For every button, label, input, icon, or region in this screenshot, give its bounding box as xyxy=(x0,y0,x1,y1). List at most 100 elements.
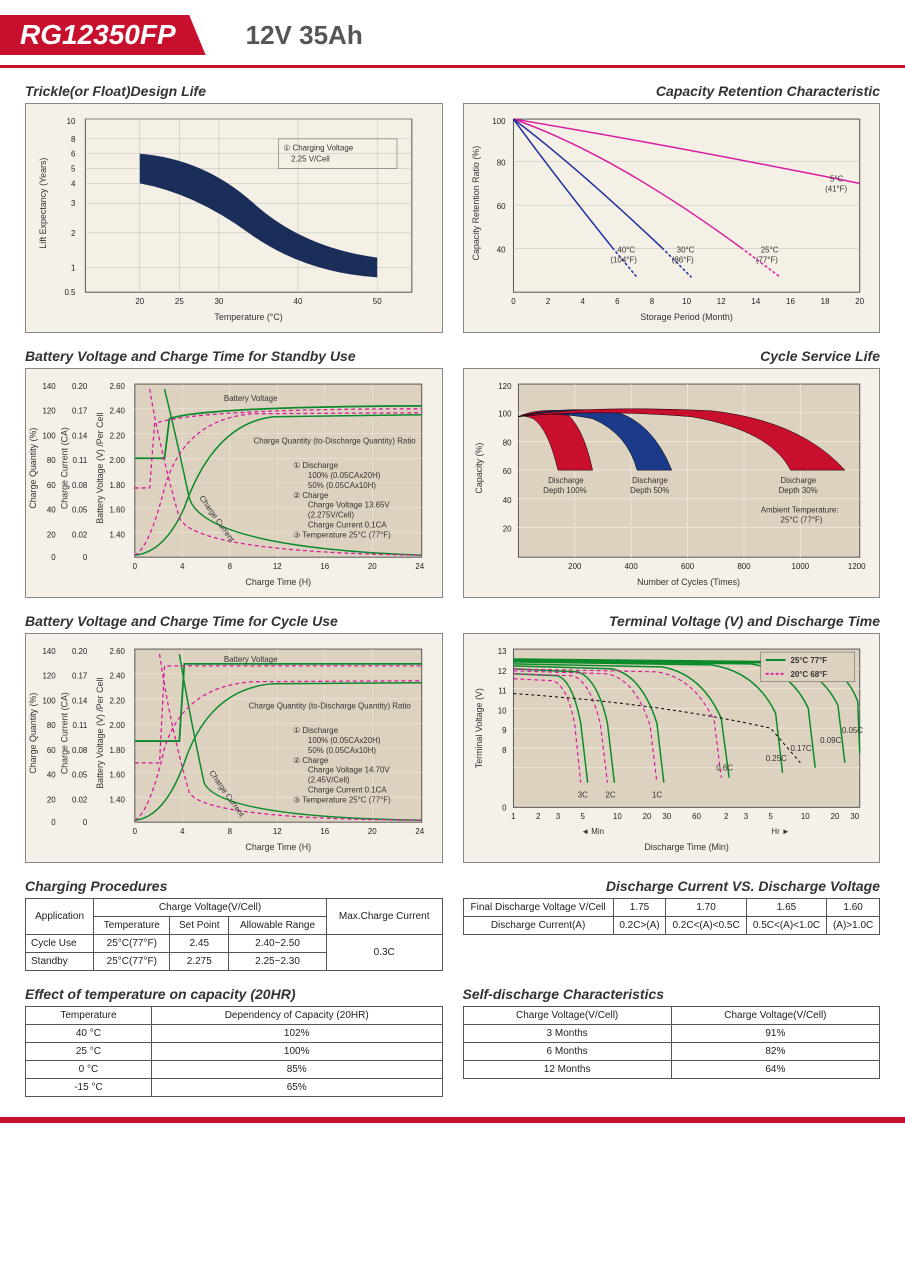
svg-text:120: 120 xyxy=(498,382,512,391)
svg-text:Hr ►: Hr ► xyxy=(771,827,789,836)
svg-text:400: 400 xyxy=(624,562,638,571)
svg-text:Battery Voltage (V) /Per Cell: Battery Voltage (V) /Per Cell xyxy=(95,413,105,524)
svg-text:16: 16 xyxy=(320,562,329,571)
temp-effect: Effect of temperature on capacity (20HR)… xyxy=(25,986,443,1097)
svg-text:0.05C: 0.05C xyxy=(841,726,862,735)
svg-text:20°C 68°F: 20°C 68°F xyxy=(790,670,827,679)
svg-text:25°C: 25°C xyxy=(760,246,778,255)
svg-text:0: 0 xyxy=(133,827,138,836)
svg-text:Depth 30%: Depth 30% xyxy=(778,486,817,495)
chart-cyclelife: DischargeDepth 100% DischargeDepth 50% D… xyxy=(463,368,881,598)
svg-text:10: 10 xyxy=(612,812,621,821)
svg-text:Depth 100%: Depth 100% xyxy=(543,486,587,495)
chart-trickle: ① Charging Voltage 2.25 V/Cell 10 8 6 5 … xyxy=(25,103,443,333)
svg-text:Charge Quantity (to-Discharge: Charge Quantity (to-Discharge Quantity) … xyxy=(254,436,417,445)
svg-text:10: 10 xyxy=(682,297,691,306)
chart-retention: 5°C (41°F) 25°C (77°F) 30°C (86°F) 40°C … xyxy=(463,103,881,333)
svg-text:24: 24 xyxy=(415,827,424,836)
svg-text:Charge Quantity (%): Charge Quantity (%) xyxy=(28,693,38,774)
svg-text:60: 60 xyxy=(692,812,701,821)
svg-text:60: 60 xyxy=(502,467,511,476)
svg-text:Charge Quantity (%): Charge Quantity (%) xyxy=(28,428,38,509)
svg-text:② Charge: ② Charge xyxy=(293,756,329,765)
svg-text:20: 20 xyxy=(368,827,377,836)
svg-text:0.05: 0.05 xyxy=(72,771,88,780)
svg-text:0: 0 xyxy=(133,562,138,571)
svg-text:40: 40 xyxy=(47,771,56,780)
svg-text:80: 80 xyxy=(496,159,505,168)
svg-text:2.00: 2.00 xyxy=(110,456,126,465)
svg-text:3: 3 xyxy=(743,812,748,821)
svg-text:0.17: 0.17 xyxy=(72,407,87,416)
table-dischargecv: Final Discharge Voltage V/Cell 1.75 1.70… xyxy=(463,898,881,935)
svg-text:Number of Cycles (Times): Number of Cycles (Times) xyxy=(637,577,740,587)
svg-text:10: 10 xyxy=(800,812,809,821)
svg-text:3: 3 xyxy=(555,812,560,821)
svg-text:120: 120 xyxy=(42,672,56,681)
svg-text:0.02: 0.02 xyxy=(72,795,87,804)
svg-text:20: 20 xyxy=(855,297,864,306)
svg-text:2: 2 xyxy=(535,812,539,821)
svg-text:Discharge: Discharge xyxy=(548,476,584,485)
svg-text:0.11: 0.11 xyxy=(73,456,88,465)
svg-text:2.60: 2.60 xyxy=(110,647,126,656)
svg-text:5: 5 xyxy=(768,812,773,821)
svg-text:60: 60 xyxy=(47,746,56,755)
title-cyclecharge: Battery Voltage and Charge Time for Cycl… xyxy=(25,613,443,629)
svg-text:Terminal Voltage (V): Terminal Voltage (V) xyxy=(473,688,483,768)
svg-text:60: 60 xyxy=(47,481,56,490)
svg-text:Charge Current 0.1CA: Charge Current 0.1CA xyxy=(308,521,387,530)
tables-row-2: Effect of temperature on capacity (20HR)… xyxy=(0,986,905,1097)
svg-text:30: 30 xyxy=(850,812,859,821)
svg-text:9: 9 xyxy=(502,726,507,735)
svg-text:② Charge: ② Charge xyxy=(293,491,329,500)
svg-text:0.08: 0.08 xyxy=(72,481,88,490)
svg-text:0.14: 0.14 xyxy=(72,431,88,440)
svg-text:Charge Time (H): Charge Time (H) xyxy=(245,842,311,852)
svg-text:0: 0 xyxy=(511,297,516,306)
svg-text:100% (0.05CAx20H): 100% (0.05CAx20H) xyxy=(308,471,381,480)
svg-text:4: 4 xyxy=(71,179,76,188)
title-standby: Battery Voltage and Charge Time for Stan… xyxy=(25,348,443,364)
svg-text:12: 12 xyxy=(716,297,725,306)
charts-grid: Trickle(or Float)Design Life xyxy=(0,83,905,863)
svg-text:8: 8 xyxy=(649,297,654,306)
svg-text:5: 5 xyxy=(580,812,585,821)
svg-text:1.40: 1.40 xyxy=(110,530,126,539)
svg-text:(2.275V/Cell): (2.275V/Cell) xyxy=(308,511,355,520)
svg-text:2C: 2C xyxy=(605,790,615,799)
svg-text:10: 10 xyxy=(67,117,76,126)
svg-text:20: 20 xyxy=(135,297,144,306)
svg-text:2: 2 xyxy=(71,229,75,238)
svg-text:20: 20 xyxy=(47,530,56,539)
svg-text:1.40: 1.40 xyxy=(110,795,126,804)
svg-text:30: 30 xyxy=(215,297,224,306)
svg-text:① Charging Voltage: ① Charging Voltage xyxy=(283,144,354,153)
header-rule xyxy=(0,65,905,68)
svg-text:◄ Min: ◄ Min xyxy=(581,827,604,836)
panel-discharge: Terminal Voltage (V) and Discharge Time xyxy=(463,613,881,863)
title-cyclelife: Cycle Service Life xyxy=(463,348,881,364)
chart-cyclecharge: Battery Voltage Charge Quantity (to-Disc… xyxy=(25,633,443,863)
svg-text:200: 200 xyxy=(568,562,582,571)
svg-text:40: 40 xyxy=(502,496,511,505)
svg-text:Charge Time (H): Charge Time (H) xyxy=(245,577,311,587)
svg-text:3C: 3C xyxy=(577,790,587,799)
svg-text:(104°F): (104°F) xyxy=(610,256,637,265)
svg-text:Battery Voltage: Battery Voltage xyxy=(224,394,278,403)
svg-text:50: 50 xyxy=(373,297,382,306)
footer-rule xyxy=(0,1117,905,1123)
panel-trickle: Trickle(or Float)Design Life xyxy=(25,83,443,333)
panel-cyclelife: Cycle Service Life DischargeDepth 100% D… xyxy=(463,348,881,598)
svg-text:50% (0.05CAx10H): 50% (0.05CAx10H) xyxy=(308,481,376,490)
svg-text:Charge Voltage 13.65V: Charge Voltage 13.65V xyxy=(308,501,390,510)
svg-text:13: 13 xyxy=(497,647,506,656)
svg-text:0.09C: 0.09C xyxy=(820,736,841,745)
title-charging: Charging Procedures xyxy=(25,878,443,894)
svg-text:0: 0 xyxy=(51,818,56,827)
svg-text:24: 24 xyxy=(415,562,424,571)
title-retention: Capacity Retention Characteristic xyxy=(463,83,881,99)
svg-text:40: 40 xyxy=(496,246,505,255)
svg-text:(86°F): (86°F) xyxy=(671,256,693,265)
svg-text:0.05: 0.05 xyxy=(72,506,88,515)
